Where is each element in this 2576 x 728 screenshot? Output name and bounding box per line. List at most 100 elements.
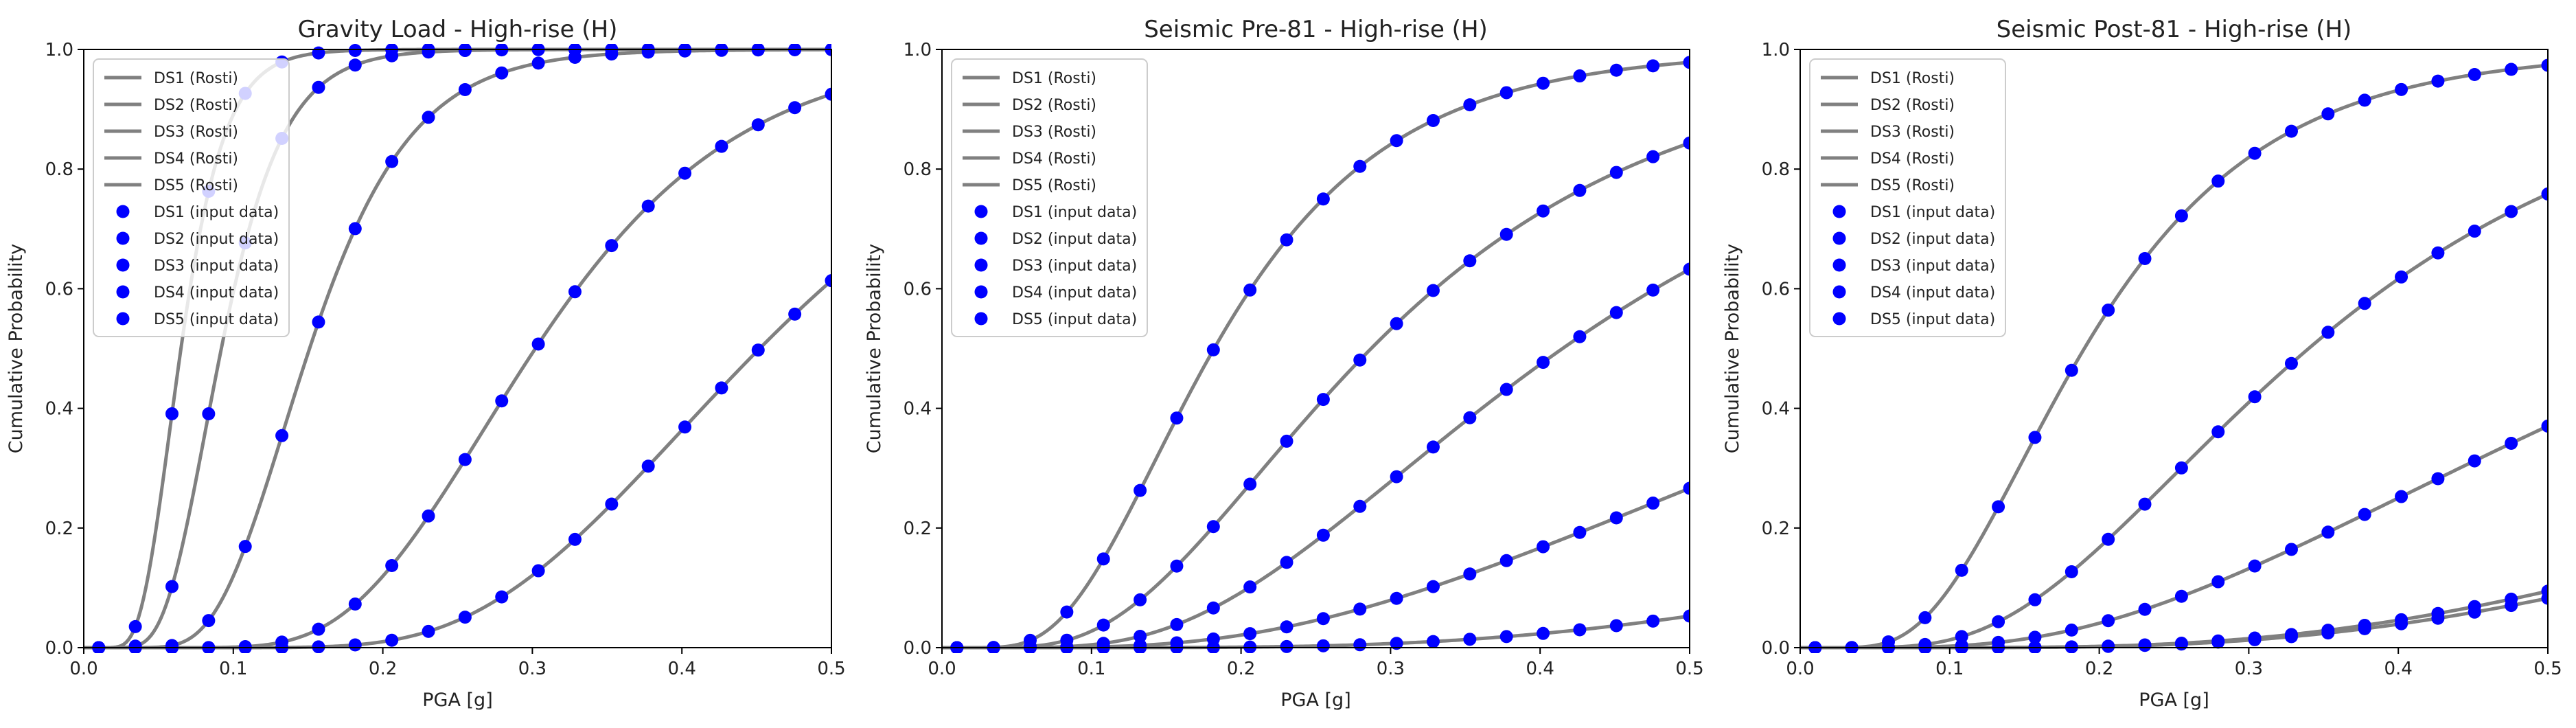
data-point <box>312 315 325 329</box>
data-point <box>1353 602 1367 616</box>
data-point <box>385 155 399 168</box>
data-point <box>1243 477 1257 491</box>
x-axis-label: PGA [g] <box>2139 690 2209 711</box>
data-point <box>2541 58 2548 72</box>
data-point <box>1280 434 1293 448</box>
data-point <box>751 44 765 57</box>
data-point <box>348 58 362 72</box>
data-point <box>1646 150 1660 163</box>
legend-label: DS3 (input data) <box>1870 258 1995 275</box>
plot-frame <box>83 49 832 648</box>
data-point <box>1609 306 1623 319</box>
x-tick-label: 0.2 <box>2085 659 2113 679</box>
data-point <box>825 87 831 101</box>
data-point <box>2321 626 2335 640</box>
data-point <box>458 453 472 466</box>
data-point <box>1573 623 1587 637</box>
data-point <box>2541 419 2548 433</box>
data-point <box>1683 262 1690 276</box>
chart-panel-1: Gravity Load - High-rise (H) 0.0 0.1 0.2 0.3… <box>5 16 846 711</box>
data-point <box>1992 500 2005 514</box>
chart-title: Gravity Load - High-rise (H) <box>298 16 618 43</box>
data-point <box>825 274 831 288</box>
y-tick-label: 0.6 <box>45 279 73 299</box>
plot-frame <box>1799 49 2549 648</box>
data-point <box>2102 614 2115 628</box>
data-point <box>2211 575 2225 589</box>
y-tick-label: 0.2 <box>904 519 932 539</box>
data-point <box>1170 617 1184 631</box>
data-point <box>1646 283 1660 297</box>
data-point <box>1353 159 1367 173</box>
data-point <box>2248 559 2262 573</box>
data-point <box>312 622 325 636</box>
data-point <box>238 540 252 554</box>
data-point <box>1499 630 1513 644</box>
legend-label: DS3 (Rosti) <box>1012 124 1096 141</box>
legend-marker-swatch <box>116 285 130 299</box>
data-point <box>312 80 325 94</box>
data-point <box>1609 166 1623 179</box>
data-point <box>128 619 142 633</box>
x-tick-label: 0.0 <box>69 659 97 679</box>
data-point <box>678 420 692 434</box>
x-tick-label: 0.1 <box>1935 659 1964 679</box>
data-point <box>751 118 765 132</box>
chart-panel-2: Seismic Pre-81 - High-rise (H) 0.0 0.1 0.2 0… <box>864 16 1704 711</box>
data-point <box>1060 605 1074 619</box>
data-point <box>2395 82 2408 96</box>
y-tick-label: 1.0 <box>904 40 932 60</box>
y-axis-label: Cumulative Probability <box>1722 244 1743 453</box>
legend-label: DS2 (Rosti) <box>154 97 238 114</box>
legend-marker-swatch <box>1832 231 1846 245</box>
data-point <box>715 381 728 395</box>
legend-label: DS1 (input data) <box>154 204 279 221</box>
data-point <box>1426 440 1440 454</box>
data-point <box>2028 431 2042 444</box>
legend-label: DS5 (input data) <box>1012 311 1137 328</box>
legend-label: DS2 (Rosti) <box>1870 97 1955 114</box>
data-point <box>605 497 619 511</box>
data-point <box>458 611 472 624</box>
y-tick-label: 0.4 <box>904 399 932 420</box>
data-point <box>2138 602 2152 616</box>
data-point <box>1683 136 1690 150</box>
data-point <box>2395 270 2408 284</box>
data-point <box>2065 640 2078 653</box>
data-point <box>1609 511 1623 525</box>
data-point <box>2321 107 2335 121</box>
data-point <box>2102 532 2115 546</box>
data-point <box>1463 411 1477 424</box>
data-point <box>1316 192 1330 206</box>
legend-label: DS3 (Rosti) <box>1870 124 1955 141</box>
legend: DS1 (Rosti) DS2 (Rosti) DS3 (Rosti) DS4 (Ro… <box>951 58 1148 337</box>
x-tick-label: 0.1 <box>219 659 247 679</box>
data-point <box>2284 630 2298 644</box>
data-point <box>2468 68 2481 82</box>
data-point <box>2358 622 2371 635</box>
data-point <box>1280 556 1293 569</box>
x-tick-label: 0.5 <box>817 659 845 679</box>
legend-label: DS4 (Rosti) <box>1870 150 1955 168</box>
legend-marker-swatch <box>974 258 988 272</box>
data-point <box>2431 74 2445 88</box>
legend-label: DS1 (Rosti) <box>1870 70 1955 87</box>
data-point <box>422 111 435 124</box>
data-point <box>1426 580 1440 593</box>
data-point <box>2468 454 2481 468</box>
data-point <box>1170 559 1184 573</box>
data-point <box>2358 297 2371 310</box>
data-point <box>2174 461 2188 475</box>
data-point <box>1646 614 1660 628</box>
data-point <box>2284 124 2298 138</box>
data-point <box>385 633 399 647</box>
y-tick-label: 0.0 <box>45 638 73 659</box>
x-tick-label: 0.4 <box>1526 659 1554 679</box>
data-point <box>2065 363 2078 377</box>
data-point <box>1134 629 1147 643</box>
data-point <box>2065 623 2078 637</box>
data-point <box>202 407 216 421</box>
data-point <box>1353 353 1367 367</box>
legend-label: DS5 (input data) <box>154 311 279 328</box>
